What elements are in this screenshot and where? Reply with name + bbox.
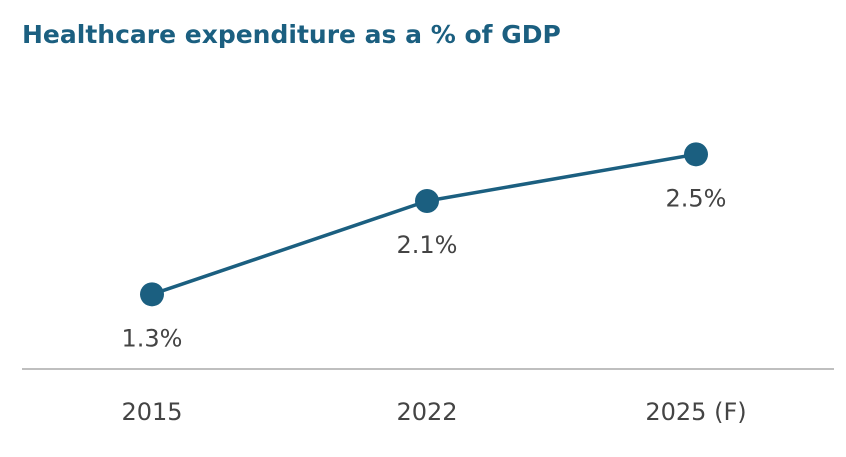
data-point-2022	[415, 189, 439, 213]
x-tick-label: 2015	[121, 398, 182, 426]
data-label: 1.3%	[122, 324, 183, 352]
series-line	[151, 152, 697, 296]
data-labels: 1.3% 2.1% 2.5%	[122, 184, 727, 352]
data-label: 2.5%	[666, 184, 727, 212]
data-points	[140, 142, 708, 307]
data-point-2025-f	[684, 142, 708, 167]
data-point-2015	[140, 282, 164, 307]
x-tick-label: 2022	[396, 398, 457, 426]
data-label: 2.1%	[397, 231, 458, 259]
x-tick-labels: 2015 2022 2025 (F)	[121, 398, 746, 426]
x-tick-label: 2025 (F)	[645, 398, 746, 426]
chart-title: Healthcare expenditure as a % of GDP	[22, 20, 561, 49]
